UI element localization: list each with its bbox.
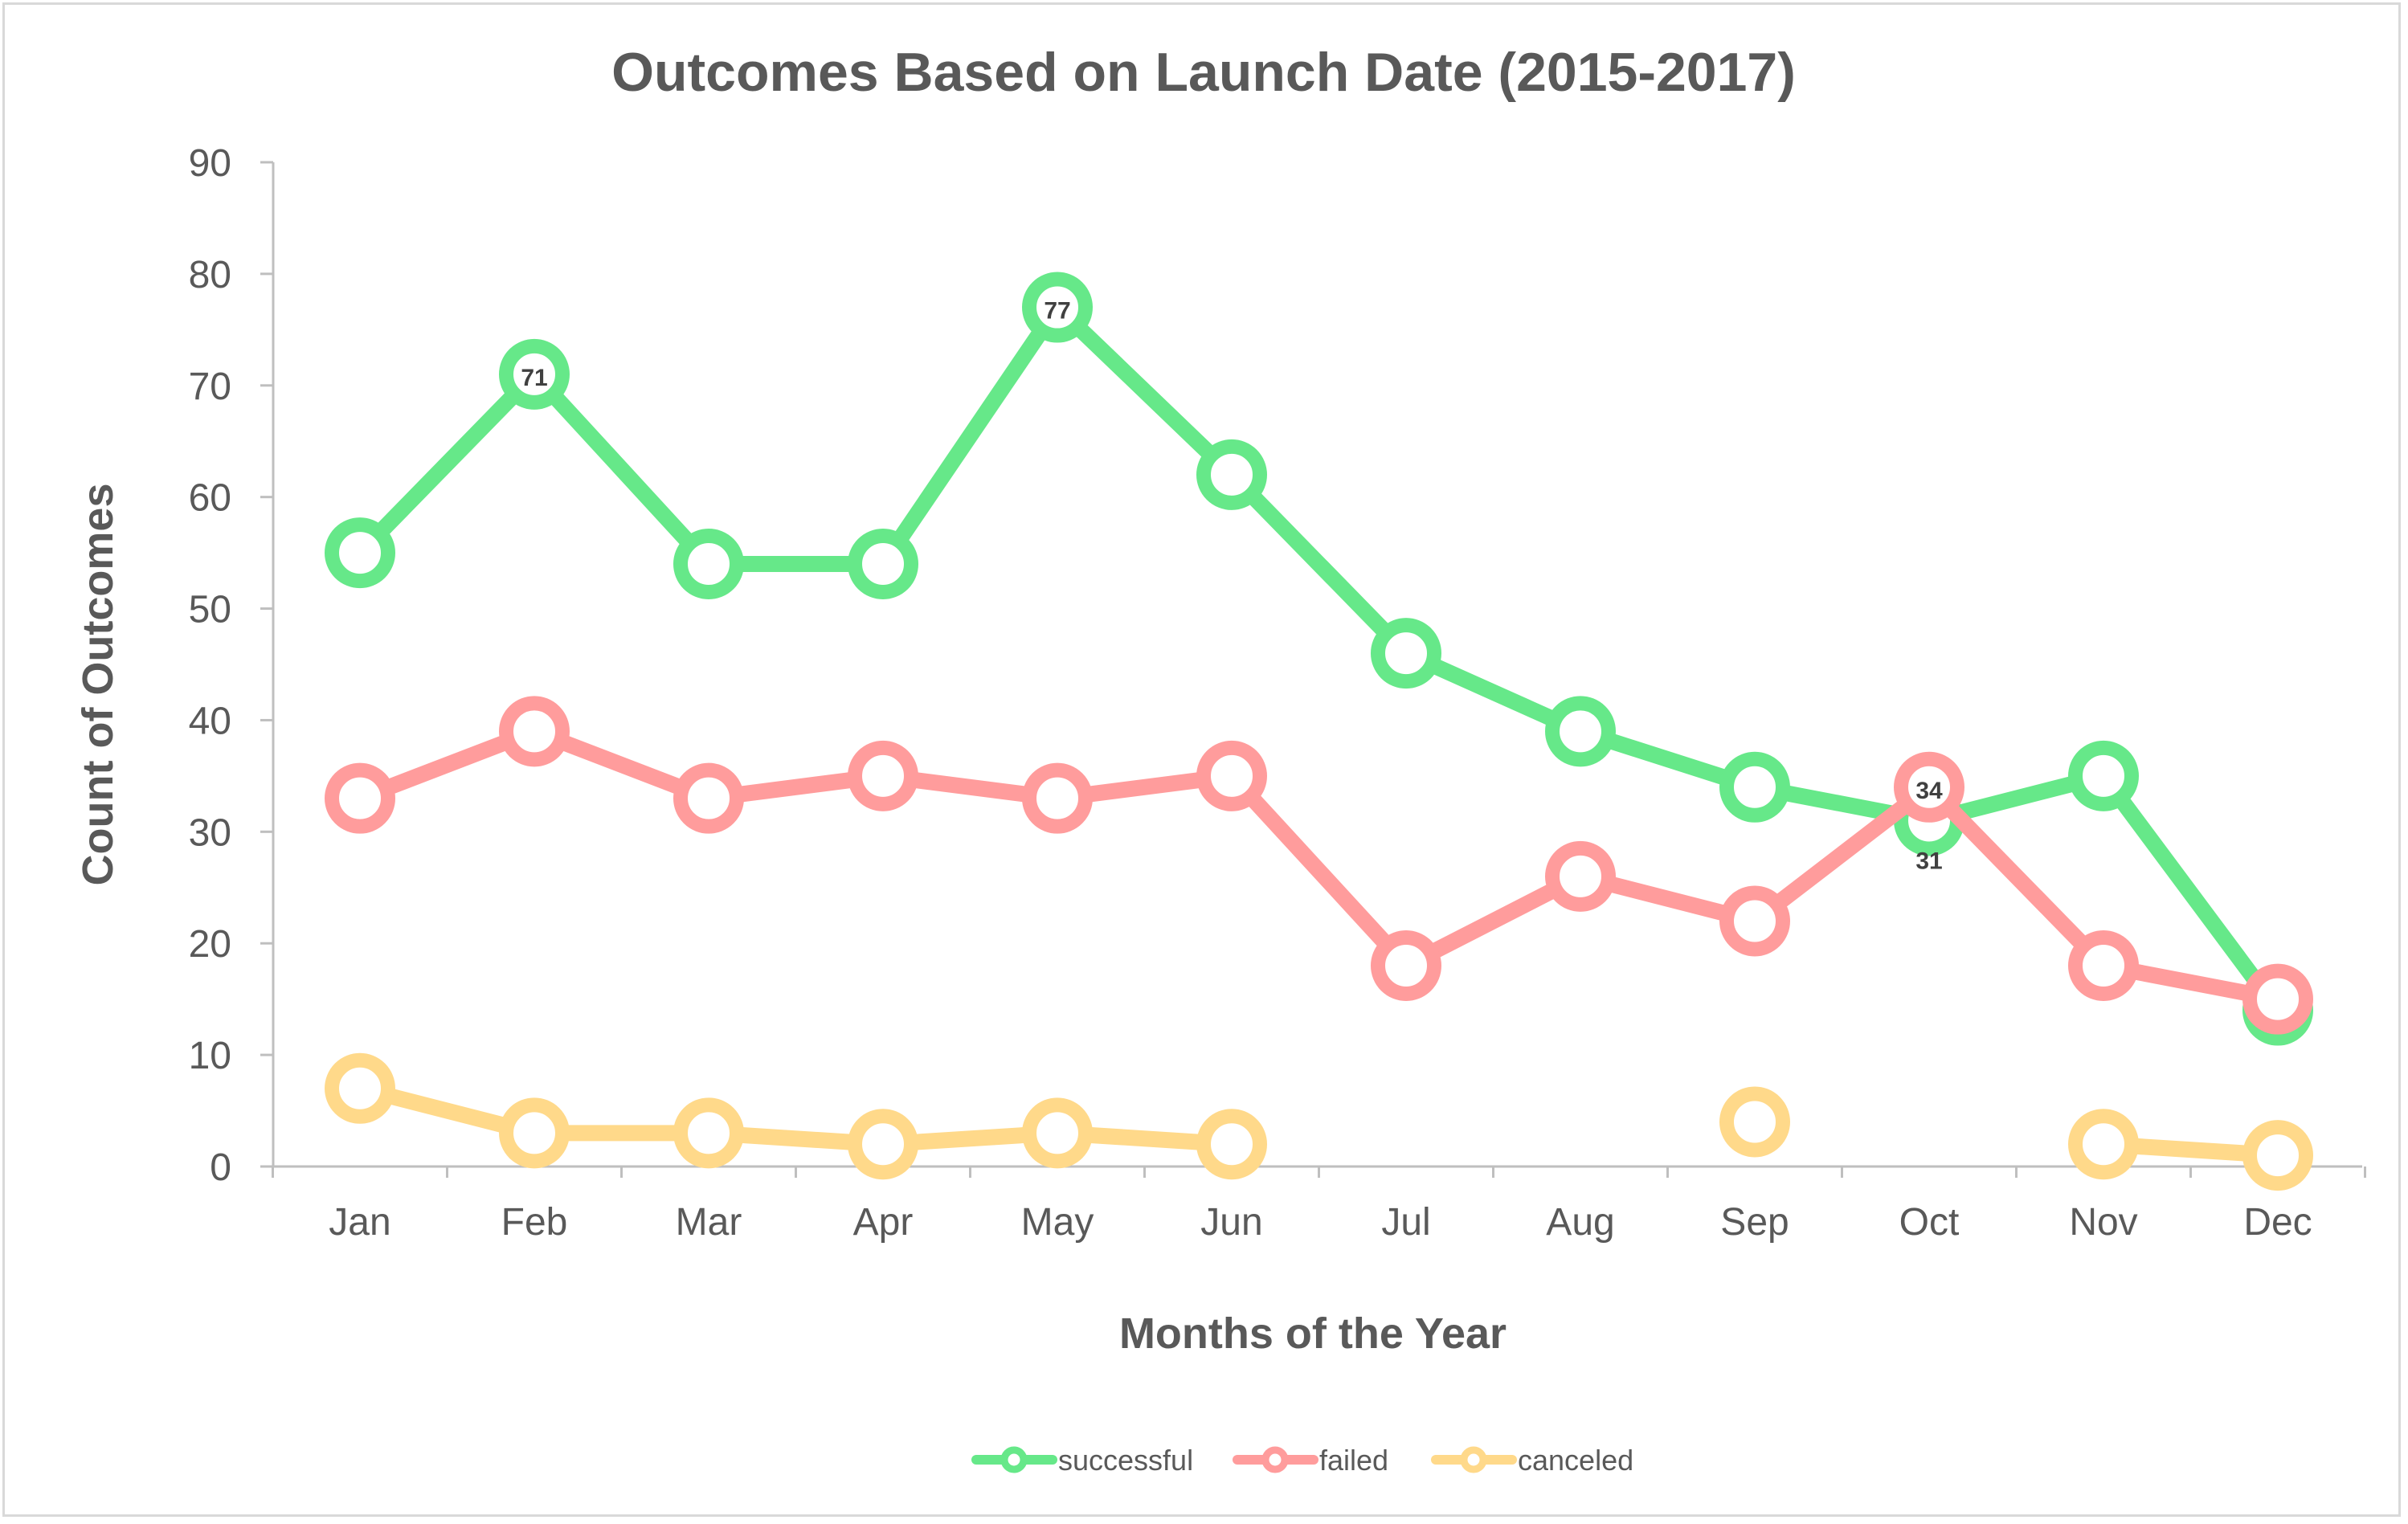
y-tick-label: 90 bbox=[189, 142, 231, 185]
canceled-line bbox=[352, 1080, 1240, 1153]
legend-label: successful bbox=[1058, 1444, 1193, 1477]
successful-point-jul bbox=[1371, 618, 1441, 689]
canceled-point-feb bbox=[499, 1097, 570, 1169]
canceled-point-jun bbox=[1196, 1109, 1267, 1180]
canceled-point-mar bbox=[673, 1097, 744, 1169]
series-failed bbox=[325, 696, 2313, 1035]
y-tick-label: 80 bbox=[189, 254, 231, 296]
failed-point-mar bbox=[673, 762, 744, 834]
x-tick-label: Mar bbox=[676, 1201, 742, 1244]
successful-point-jun bbox=[1196, 439, 1267, 510]
x-tick-label: Jul bbox=[1381, 1201, 1430, 1244]
failed-point-sep bbox=[1719, 885, 1790, 957]
successful-point-apr bbox=[848, 529, 918, 599]
y-tick-label: 0 bbox=[210, 1146, 231, 1189]
x-axis-title: Months of the Year bbox=[1119, 1309, 1507, 1358]
successful-point-feb bbox=[499, 338, 570, 410]
y-tick-label: 10 bbox=[189, 1035, 231, 1077]
x-tick-label: Jan bbox=[329, 1201, 390, 1244]
failed-point-jul bbox=[1371, 930, 1441, 1001]
legend-item-successful: successful bbox=[971, 1444, 1193, 1477]
y-tick-label: 20 bbox=[189, 923, 231, 966]
failed-point-oct bbox=[1894, 751, 1964, 823]
legend-item-canceled: canceled bbox=[1431, 1444, 1633, 1477]
successful-data-label: 31 bbox=[1915, 848, 1942, 874]
canceled-point-may bbox=[1022, 1097, 1093, 1169]
legend-label: canceled bbox=[1518, 1444, 1633, 1477]
y-tick-label: 70 bbox=[189, 366, 231, 408]
x-tick-label: Sep bbox=[1720, 1201, 1789, 1244]
failed-point-aug bbox=[1545, 840, 1616, 912]
canceled-point-dec bbox=[2242, 1120, 2313, 1191]
data-label-layer: 71 77 31 34 bbox=[521, 298, 1943, 875]
successful-point-mar bbox=[673, 529, 744, 599]
y-tick-label: 50 bbox=[189, 589, 231, 631]
successful-data-label: 71 bbox=[521, 365, 547, 391]
y-axis-title: Count of Outcomes bbox=[74, 484, 122, 886]
canceled-point-apr bbox=[848, 1109, 918, 1180]
failed-data-label: 34 bbox=[1915, 778, 1943, 804]
x-axis: Jan Feb Mar Apr May Jun Jul Aug Sep Oct Nov Dec bbox=[272, 1165, 2366, 1244]
x-tick-label: Oct bbox=[1899, 1201, 1960, 1244]
successful-line bbox=[352, 299, 2286, 1019]
chart-title: Outcomes Based on Launch Date (2015-2017… bbox=[611, 42, 1796, 103]
successful-point-jan bbox=[325, 517, 395, 589]
successful-point-aug bbox=[1545, 696, 1616, 767]
x-tick-label: Aug bbox=[1546, 1201, 1614, 1244]
legend-item-failed: failed bbox=[1233, 1444, 1388, 1477]
x-tick-label: Nov bbox=[2069, 1201, 2137, 1244]
y-tick-label: 40 bbox=[189, 700, 231, 742]
series-canceled bbox=[325, 1052, 2313, 1191]
x-tick-label: Apr bbox=[853, 1201, 914, 1244]
failed-point-dec bbox=[2242, 963, 2313, 1035]
y-tick-label: 60 bbox=[189, 477, 231, 520]
canceled-point-nov bbox=[2068, 1109, 2139, 1180]
successful-data-label: 77 bbox=[1044, 298, 1070, 325]
canceled-point-jan bbox=[325, 1052, 395, 1124]
canceled-point-sep bbox=[1719, 1086, 1790, 1158]
x-tick-label: Jun bbox=[1200, 1201, 1262, 1244]
failed-point-jan bbox=[325, 762, 395, 834]
x-tick-label: May bbox=[1021, 1201, 1094, 1244]
legend-swatch-marker bbox=[1460, 1446, 1487, 1473]
series-layer bbox=[325, 272, 2313, 1191]
x-tick-label: Feb bbox=[501, 1201, 568, 1244]
legend-label: failed bbox=[1319, 1444, 1388, 1477]
failed-point-may bbox=[1022, 762, 1093, 834]
series-successful bbox=[325, 272, 2313, 1046]
legend: successful failed canceled bbox=[971, 1444, 1633, 1477]
failed-point-apr bbox=[848, 740, 918, 811]
y-axis: 0 10 20 30 40 50 60 70 80 90 bbox=[189, 142, 275, 1189]
failed-point-nov bbox=[2068, 930, 2139, 1001]
x-tick-label: Dec bbox=[2243, 1201, 2312, 1244]
failed-point-jun bbox=[1196, 740, 1267, 811]
failed-point-feb bbox=[499, 696, 570, 767]
successful-point-sep bbox=[1719, 751, 1790, 823]
successful-point-may bbox=[1022, 272, 1093, 343]
y-tick-label: 30 bbox=[189, 811, 231, 854]
successful-point-nov bbox=[2068, 740, 2139, 811]
legend-swatch-marker bbox=[1261, 1446, 1289, 1473]
failed-line bbox=[352, 723, 2286, 1007]
legend-swatch-marker bbox=[1000, 1446, 1028, 1473]
